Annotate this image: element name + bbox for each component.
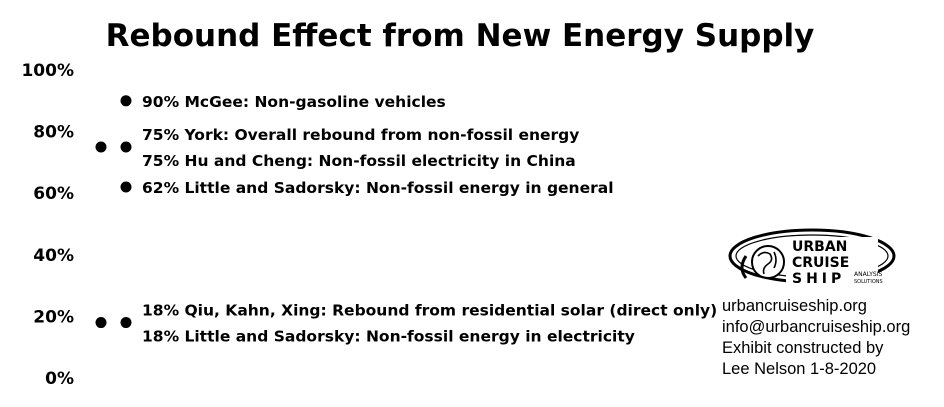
data-point xyxy=(120,95,132,107)
logo-small-solutions: SOLUTIONS xyxy=(854,279,883,285)
credits-constructed-by: Exhibit constructed by xyxy=(722,339,884,357)
logo-line-ship: SHIP xyxy=(792,271,845,287)
data-point xyxy=(95,317,107,329)
logo-small-analysis: ANALYSIS xyxy=(854,271,882,278)
y-tick-label: 20% xyxy=(33,307,74,327)
y-axis-ticks: 0% 20% 40% 60% 80% 100% xyxy=(21,61,74,389)
y-tick-label: 0% xyxy=(45,369,74,389)
credits-author-date: Lee Nelson 1-8-2020 xyxy=(722,360,877,378)
data-point xyxy=(120,181,132,193)
logo-line-urban: URBAN xyxy=(792,239,847,255)
data-labels: 18% Qiu, Kahn, Xing: Rebound from reside… xyxy=(142,93,717,346)
data-label: 62% Little and Sadorsky: Non-fossil ener… xyxy=(142,179,614,197)
data-point xyxy=(95,141,107,153)
y-tick-label: 80% xyxy=(33,123,74,143)
data-label: 90% McGee: Non-gasoline vehicles xyxy=(142,93,446,111)
data-markers xyxy=(95,95,132,329)
credits: urbancruiseship.org info@urbancruiseship… xyxy=(722,296,910,380)
logo-line-cruise: CRUISE xyxy=(792,255,849,271)
data-label: 18% Little and Sadorsky: Non-fossil ener… xyxy=(142,328,635,346)
data-point xyxy=(120,317,132,329)
y-tick-label: 40% xyxy=(33,246,74,266)
credits-email: info@urbancruiseship.org xyxy=(722,318,911,336)
credits-website: urbancruiseship.org xyxy=(722,297,867,315)
data-point xyxy=(120,141,132,153)
data-label: 75% Hu and Cheng: Non-fossil electricity… xyxy=(142,152,576,170)
chart-title: Rebound Effect from New Energy Supply xyxy=(106,18,815,54)
y-tick-label: 60% xyxy=(33,184,74,204)
data-label: 18% Qiu, Kahn, Xing: Rebound from reside… xyxy=(142,302,717,320)
data-label: 75% York: Overall rebound from non-fossi… xyxy=(142,126,579,144)
y-tick-label: 100% xyxy=(21,61,74,81)
urbancruiseship-logo: URBAN CRUISE SHIP ANALYSIS SOLUTIONS xyxy=(728,226,898,297)
